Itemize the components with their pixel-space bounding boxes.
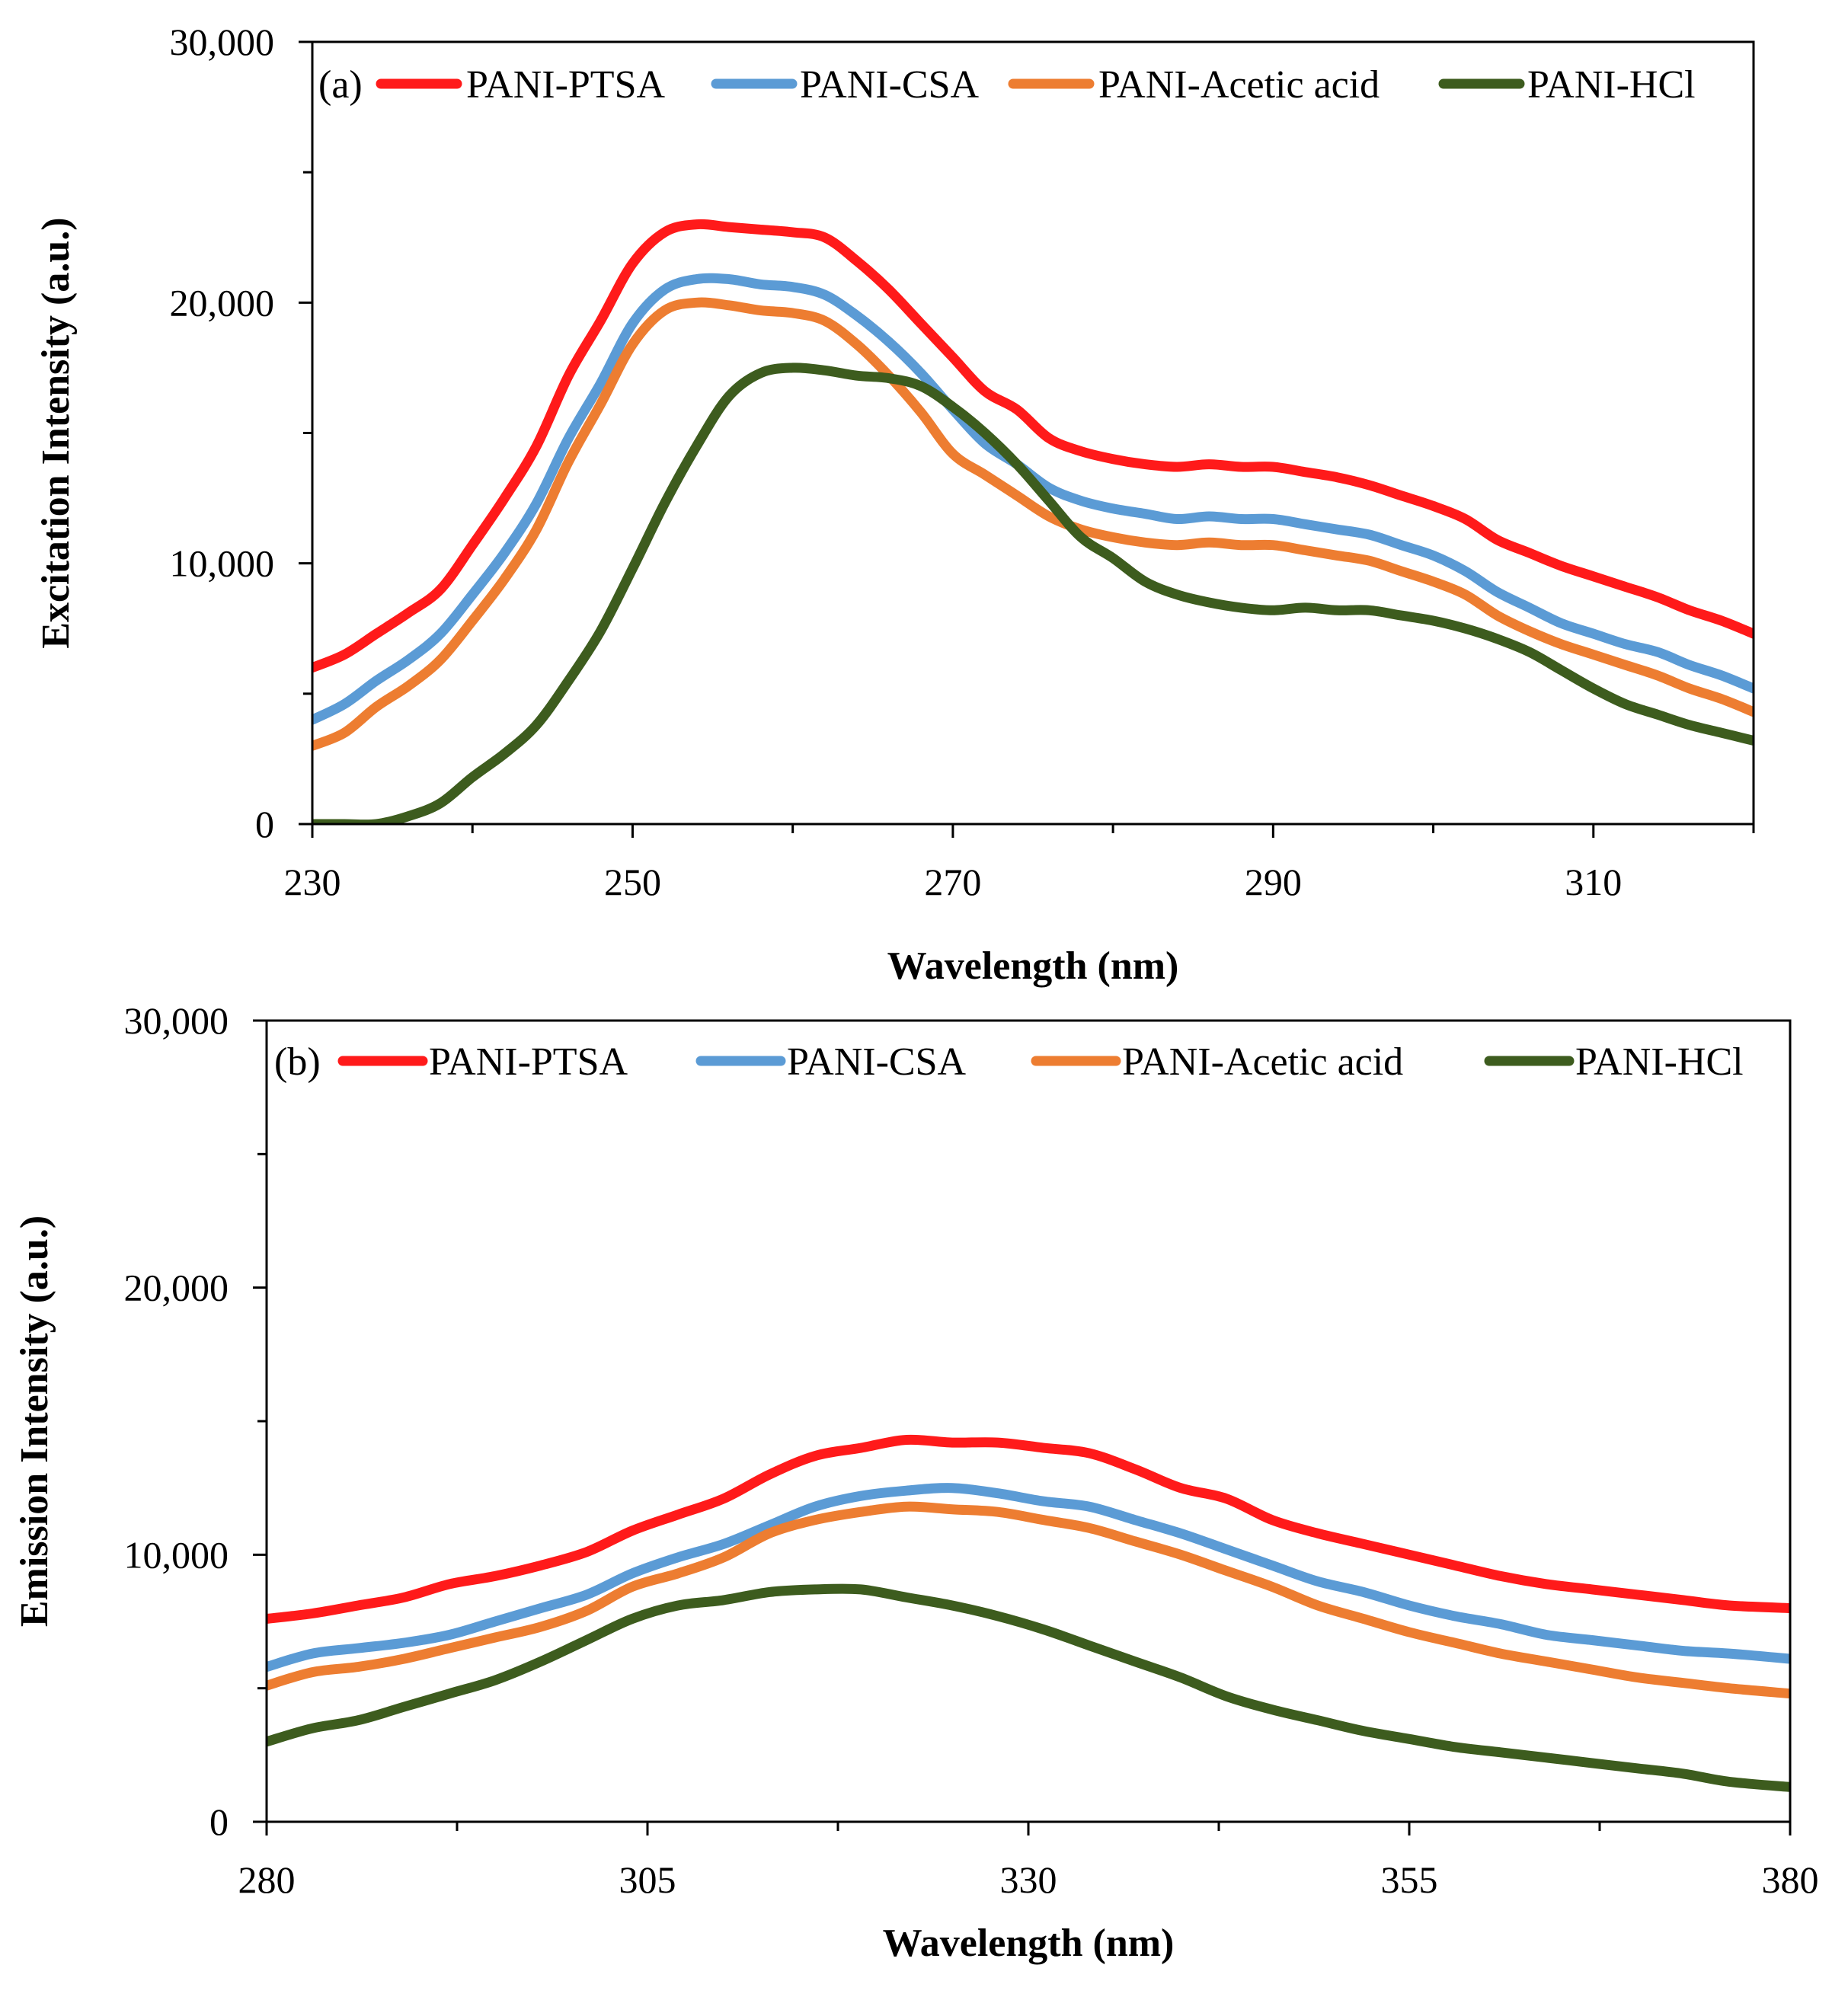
series-lines xyxy=(267,1434,1790,1792)
y-axis-title: Excitation Intensity (a.u.) xyxy=(34,217,78,648)
y-axis-title: Emission Intensity (a.u.) xyxy=(13,1216,56,1627)
panel-a: 0 10,000 20,000 30,000 230 250 270 290 310 Wavele… xyxy=(34,21,1755,988)
legend-label-pani-csa: PANI-CSA xyxy=(787,1040,966,1084)
x-tick-label: 355 xyxy=(1381,1858,1438,1901)
x-tick-label: 290 xyxy=(1245,861,1302,903)
x-tick-label: 230 xyxy=(284,861,341,903)
panel-label: (b) xyxy=(274,1040,321,1084)
y-tick-label: 20,000 xyxy=(124,1267,229,1309)
legend-label-pani-acetic-acid: PANI-Acetic acid xyxy=(1098,63,1380,107)
series-lines xyxy=(312,219,1754,824)
x-axis-title: Wavelength (nm) xyxy=(883,1922,1175,1965)
legend-label-pani-ptsa: PANI-PTSA xyxy=(466,63,665,107)
series-line-pani-ptsa xyxy=(312,219,1754,673)
y-tick-label: 0 xyxy=(255,803,274,845)
x-tick-label: 330 xyxy=(1000,1858,1057,1901)
legend: PANI-PTSA PANI-CSA PANI-Acetic acid PANI-HC… xyxy=(337,1040,1744,1084)
series-line-pani-hcl xyxy=(267,1583,1790,1792)
legend: PANI-PTSA PANI-CSA PANI-Acetic acid PANI-HC… xyxy=(376,63,1696,107)
legend-label-pani-ptsa: PANI-PTSA xyxy=(429,1040,628,1084)
x-tick-label: 310 xyxy=(1565,861,1622,903)
legend-label-pani-csa: PANI-CSA xyxy=(800,63,979,107)
y-tick-label: 10,000 xyxy=(170,542,275,585)
series-line-pani-hcl xyxy=(312,363,1754,824)
legend-label-pani-hcl: PANI-HCl xyxy=(1575,1040,1744,1084)
series-line-pani-csa xyxy=(267,1483,1790,1673)
legend-label-pani-hcl: PANI-HCl xyxy=(1527,63,1696,107)
y-tick-label: 10,000 xyxy=(124,1533,229,1576)
series-line-pani-acetic-acid xyxy=(267,1501,1790,1699)
y-tick-label: 20,000 xyxy=(170,281,275,324)
y-tick-label: 30,000 xyxy=(124,999,229,1042)
panel-b: 0 10,000 20,000 30,000 280 305 330 355 380 Wavele… xyxy=(13,999,1819,1965)
x-tick-label: 270 xyxy=(924,861,981,903)
x-tick-label: 280 xyxy=(238,1858,296,1901)
series-line-pani-acetic-acid xyxy=(312,297,1754,751)
x-tick-label: 380 xyxy=(1762,1858,1819,1901)
legend-label-pani-acetic-acid: PANI-Acetic acid xyxy=(1122,1040,1403,1084)
panel-label: (a) xyxy=(318,63,363,107)
y-tick-label: 30,000 xyxy=(170,21,275,63)
x-axis-title: Wavelength (nm) xyxy=(887,944,1179,988)
x-tick-label: 305 xyxy=(619,1858,676,1901)
y-tick-label: 0 xyxy=(209,1800,229,1843)
x-tick-label: 250 xyxy=(604,861,661,903)
series-line-pani-ptsa xyxy=(267,1434,1790,1624)
